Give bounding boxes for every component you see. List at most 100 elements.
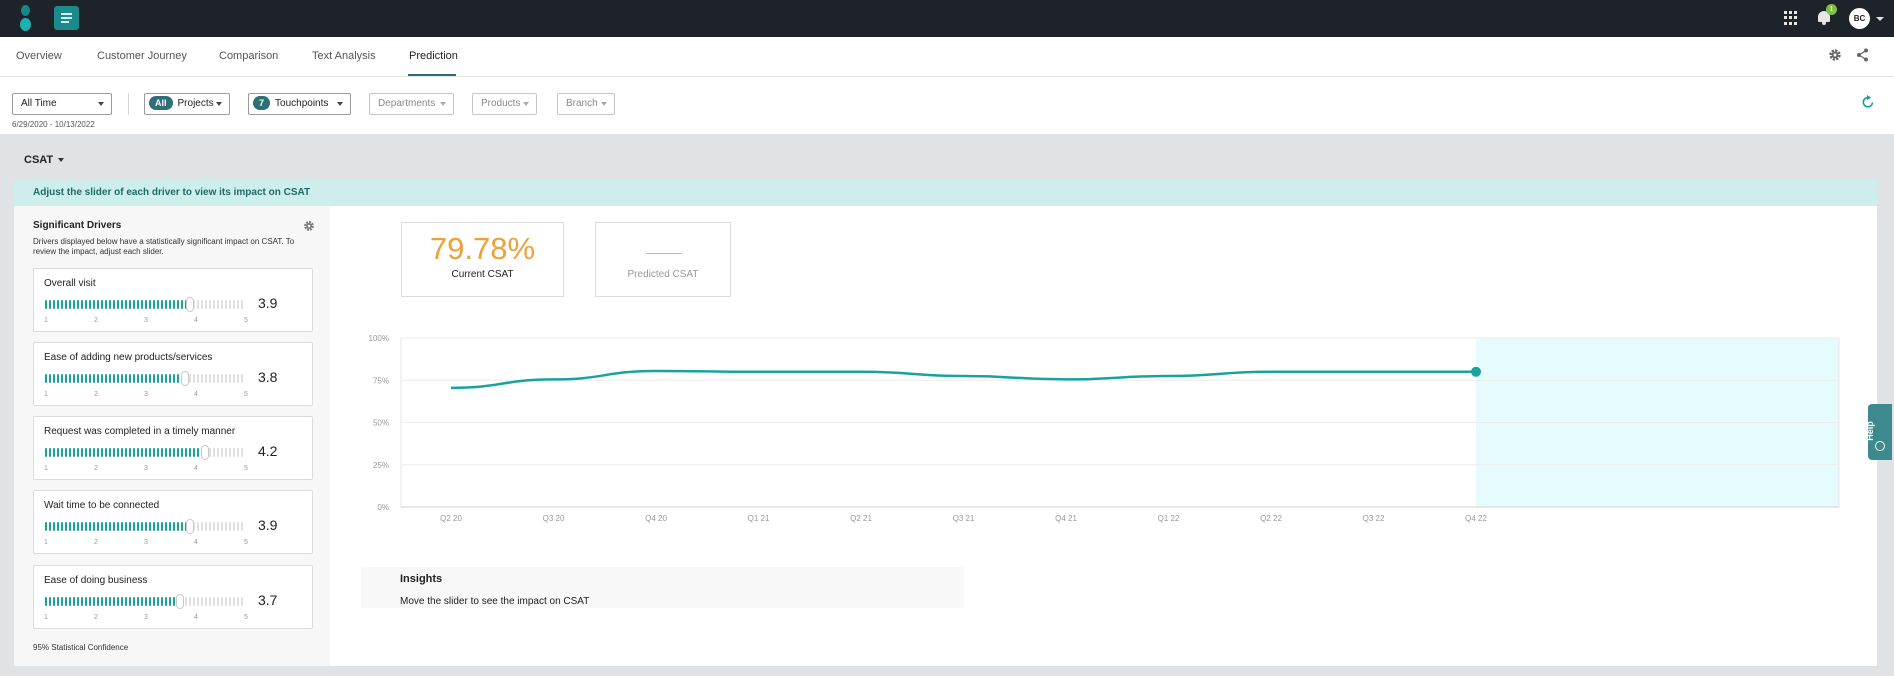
slider-segment [57,448,59,457]
help-button[interactable]: Help [1865,404,1892,460]
driver-name: Ease of adding new products/services [44,352,213,363]
slider-segment [241,522,243,531]
slider-scale-label: 2 [94,539,98,546]
slider-segment [165,597,167,606]
slider-segment [173,374,175,383]
slider-segment [169,597,171,606]
slider-segment [149,448,151,457]
slider-segment [209,448,211,457]
slider-segment [101,374,103,383]
filter-bar [0,77,1894,135]
driver-slider[interactable] [45,371,245,386]
menu-icon[interactable] [54,6,79,30]
slider-segment [93,448,95,457]
driver-card: Overall visit 3.9 1 2 3 4 5 [33,268,313,332]
driver-slider[interactable] [45,519,245,534]
bell-icon[interactable] [1817,9,1831,26]
driver-slider[interactable] [45,297,245,312]
slider-segment [225,374,227,383]
slider-segment [173,448,175,457]
driver-slider[interactable] [45,445,245,460]
slider-scale-label: 1 [44,614,48,621]
tab-bar: Overview Customer Journey Comparison Tex… [0,37,1894,77]
slider-segment [189,448,191,457]
branch-filter-select[interactable]: Branch [557,93,615,115]
slider-segment [221,448,223,457]
slider-segment [153,448,155,457]
driver-name: Ease of doing business [44,575,148,586]
avatar[interactable]: BC [1849,8,1870,29]
driver-card: Ease of doing business 3.7 1 2 3 4 5 [33,565,313,629]
gear-icon[interactable] [1828,48,1842,62]
slider-scale-label: 4 [194,465,198,472]
chevron-down-icon [58,158,65,163]
slider-segment [209,597,211,606]
confidence-text: 95% Statistical Confidence [33,643,129,652]
tab-customer-journey[interactable]: Customer Journey [97,50,187,62]
slider-segment [69,448,71,457]
metric-select[interactable]: CSAT [24,154,65,166]
slider-segment [65,300,67,309]
slider-segment [85,374,87,383]
drivers-description: Drivers displayed below have a statistic… [33,237,295,256]
slider-segment [193,374,195,383]
slider-segment [213,374,215,383]
tab-prediction[interactable]: Prediction [409,50,458,62]
slider-segment [117,522,119,531]
chevron-down-icon[interactable] [1876,17,1884,21]
slider-segment [161,522,163,531]
slider-segment [129,374,131,383]
chevron-down-icon [523,102,529,106]
divider [128,93,129,115]
slider-segment [137,374,139,383]
slider-segment [121,300,123,309]
slider-segment [193,597,195,606]
departments-filter-select[interactable]: Departments [369,93,454,115]
slider-thumb[interactable] [186,297,194,312]
slider-segment [221,522,223,531]
slider-segment [129,522,131,531]
slider-scale-label: 3 [144,614,148,621]
slider-segment [69,597,71,606]
slider-segment [81,374,83,383]
time-filter-select[interactable]: All Time [12,93,112,115]
touchpoints-filter-select[interactable]: 7 Touchpoints [248,93,351,115]
share-icon[interactable] [1856,48,1869,62]
slider-segment [125,300,127,309]
app-logo-icon[interactable] [19,5,31,31]
products-filter-select[interactable]: Products [472,93,537,115]
slider-thumb[interactable] [181,371,189,386]
slider-segment [81,300,83,309]
slider-segment [217,300,219,309]
projects-filter-select[interactable]: All Projects [144,93,230,115]
slider-segment [89,522,91,531]
tab-overview[interactable]: Overview [16,50,62,62]
tab-text-analysis[interactable]: Text Analysis [312,50,376,62]
insights-text: Move the slider to see the impact on CSA… [400,596,590,607]
slider-segment [85,597,87,606]
slider-segment [73,374,75,383]
slider-segment [109,374,111,383]
slider-segment [141,374,143,383]
grid-icon[interactable] [1784,11,1798,25]
slider-segment [221,300,223,309]
slider-segment [141,300,143,309]
slider-scale-label: 2 [94,317,98,324]
slider-segment [141,522,143,531]
slider-segment [169,448,171,457]
slider-thumb[interactable] [201,445,209,460]
refresh-icon[interactable] [1861,95,1875,109]
slider-segment [121,522,123,531]
slider-thumb[interactable] [186,519,194,534]
slider-segment [65,374,67,383]
drivers-settings-gear-icon[interactable] [303,220,315,232]
slider-segment [45,300,47,309]
slider-segment [117,597,119,606]
slider-segment [45,374,47,383]
slider-thumb[interactable] [176,594,184,609]
slider-segment [153,597,155,606]
driver-slider[interactable] [45,594,245,609]
tab-comparison[interactable]: Comparison [219,50,279,62]
slider-segment [133,448,135,457]
slider-segment [77,300,79,309]
